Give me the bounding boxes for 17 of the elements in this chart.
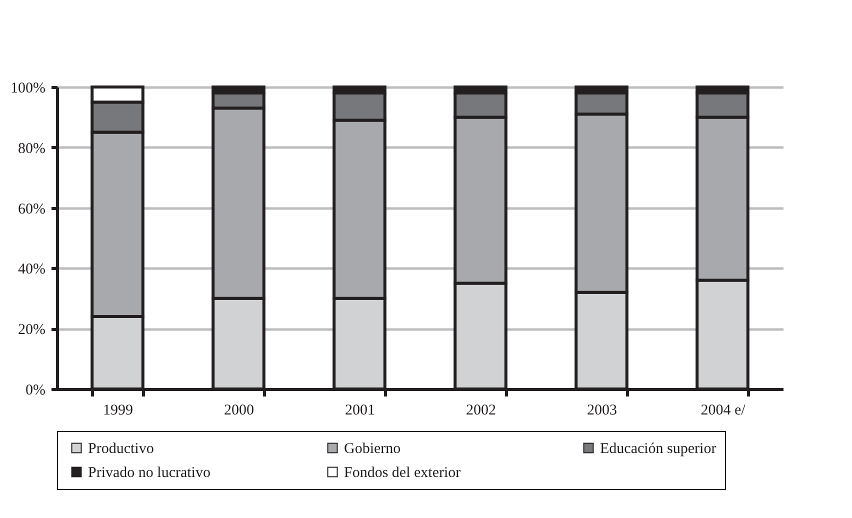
y-tick-label: 100% bbox=[10, 80, 46, 96]
y-tick-label: 0% bbox=[26, 382, 46, 398]
x-tick-label: 2000 bbox=[224, 402, 254, 418]
x-tick-label: 1999 bbox=[103, 402, 133, 418]
legend-label: Fondos del exterior bbox=[344, 465, 461, 481]
legend-label: Productivo bbox=[88, 441, 154, 457]
legend-label: Privado no lucrativo bbox=[88, 465, 210, 481]
y-tick-label: 80% bbox=[18, 140, 46, 157]
legend-label: Gobierno bbox=[344, 441, 401, 457]
x-tick-label: 2002 bbox=[466, 402, 496, 418]
y-tick-label: 60% bbox=[18, 201, 46, 218]
y-tick-label: 20% bbox=[18, 322, 46, 338]
x-tick-label: 2003 bbox=[587, 402, 617, 418]
y-tick-label: 40% bbox=[18, 262, 46, 278]
legend-label: Educación superior bbox=[600, 441, 716, 457]
x-tick-label: 2001 bbox=[345, 402, 375, 418]
x-tick-label: 2004 e/ bbox=[700, 402, 746, 418]
